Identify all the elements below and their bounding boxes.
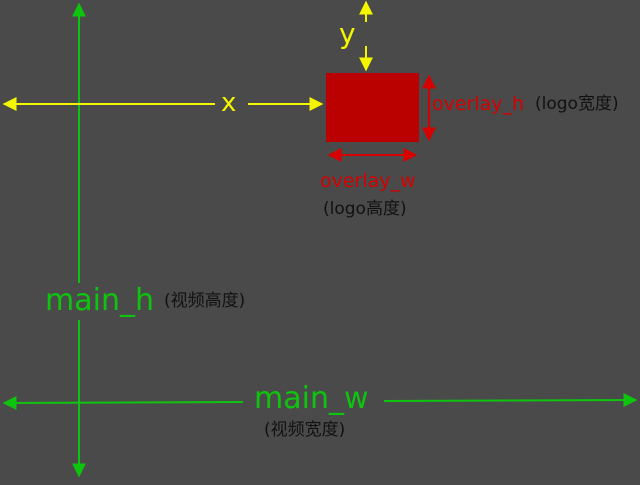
overlay-w-desc: (logo高度) bbox=[323, 199, 407, 219]
overlay-h-desc: (logo宽度) bbox=[535, 94, 619, 114]
main-h-desc: (视频高度) bbox=[164, 291, 246, 311]
main-w-desc: (视频宽度) bbox=[264, 420, 346, 440]
main-w-arrow-right bbox=[383, 393, 638, 408]
main-w-arrow-left bbox=[2, 395, 244, 410]
x-label: x bbox=[221, 88, 237, 118]
overlay-w-label: overlay_w bbox=[320, 170, 416, 192]
overlay-box bbox=[326, 73, 419, 142]
main-w-label: main_w bbox=[254, 381, 369, 416]
main-h-label: main_h bbox=[45, 283, 154, 318]
overlay-h-label: overlay_h bbox=[432, 93, 525, 115]
y-label: y bbox=[339, 17, 356, 50]
